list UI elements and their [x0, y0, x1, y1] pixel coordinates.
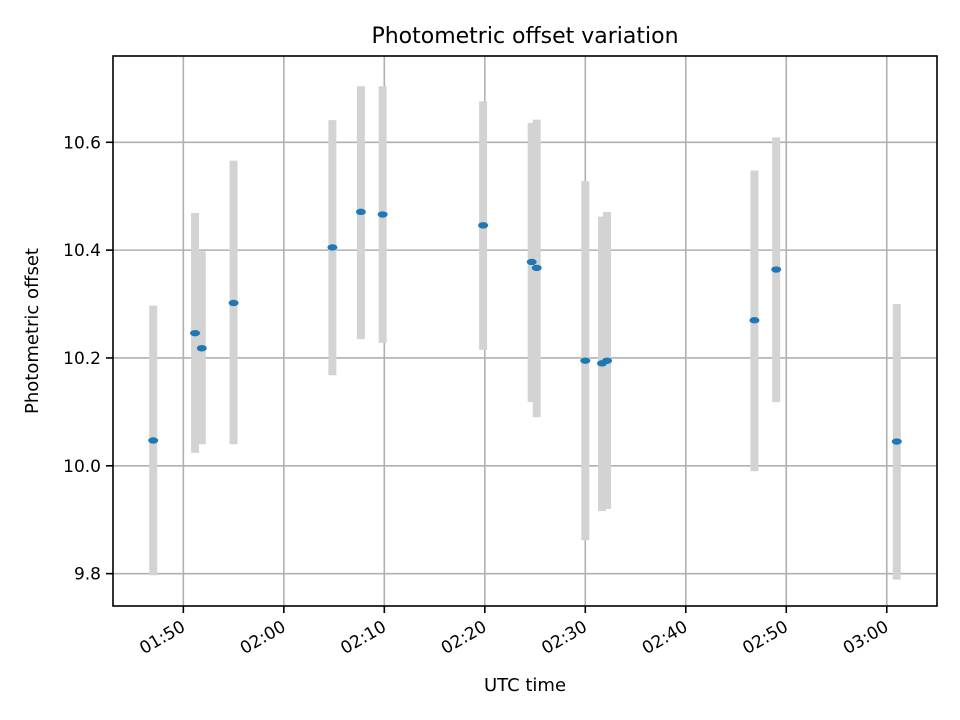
data-point	[602, 357, 613, 364]
data-point	[891, 438, 902, 445]
plot-frame	[112, 55, 938, 607]
data-point	[526, 258, 537, 266]
y-tick-label: 10.0	[63, 457, 101, 477]
data-point	[377, 211, 388, 218]
data-point	[327, 244, 338, 251]
chart-title: Photometric offset variation	[371, 24, 678, 49]
x-axis-label: UTC time	[484, 675, 566, 696]
y-tick-label: 9.8	[74, 565, 101, 585]
data-point	[196, 345, 207, 352]
data-point	[771, 266, 782, 273]
data-point	[531, 264, 542, 272]
data-point	[148, 437, 159, 444]
data-point	[478, 222, 489, 229]
data-point	[228, 299, 239, 307]
y-axis-label: Photometric offset	[22, 248, 43, 414]
y-tick-label: 10.6	[63, 133, 101, 153]
y-tick-label: 10.2	[63, 349, 101, 369]
y-tick-label: 10.4	[63, 241, 101, 261]
data-point	[580, 357, 591, 364]
point-layer	[148, 208, 902, 445]
data-point	[190, 329, 201, 337]
data-point	[355, 208, 366, 216]
data-point	[749, 317, 760, 324]
